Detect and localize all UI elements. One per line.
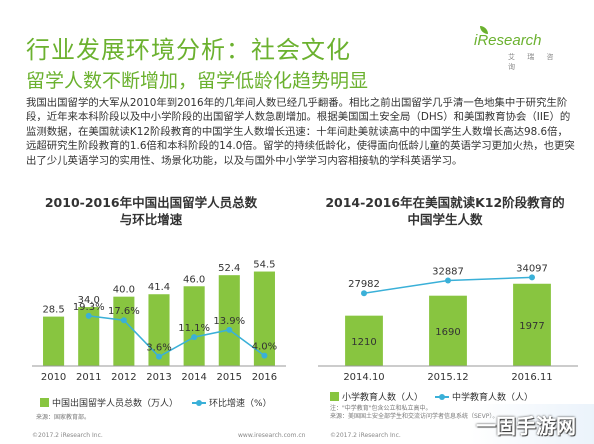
chart1-line-label: 19.3%: [73, 302, 105, 313]
chart2-x-tick: 2015.12: [427, 372, 468, 383]
chart1-x-tick: 2011: [76, 372, 101, 383]
chart1-bar-label: 46.0: [183, 274, 205, 285]
chart1-line-point: [120, 317, 127, 324]
chart1-line-point: [261, 352, 268, 359]
chart2-line-label: 34097: [516, 263, 548, 274]
legend-line-swatch: [192, 399, 207, 406]
chart2-bar: [429, 295, 467, 366]
chart1-title: 2010-2016年中国出国留学人员总数 与环比增速: [20, 194, 282, 228]
chart1-line-point: [226, 326, 233, 333]
chart1-bar-label: 40.0: [113, 285, 135, 296]
chart1-line-point: [156, 353, 162, 360]
intro-paragraph: 我国出国留学的大军从2010年到2016年的几年间人数已经几乎翻番。相比之前出国…: [26, 97, 575, 167]
chart2-line-point: [445, 277, 451, 284]
chart2-title-line1: 2014-2016年在美国就读K12阶段教育的: [325, 195, 565, 210]
chart1-line-point: [191, 334, 198, 341]
page-subtitle: 留学人数不断增加，留学低龄化趋势明显: [26, 70, 369, 92]
page-title: 行业发展环境分析：社会文化: [26, 36, 351, 64]
chart2-legend-line: 中学教育人数（人）: [452, 393, 534, 403]
logo-brand-sub: 艾 瑞 咨 询: [508, 53, 559, 71]
chart1-source: 来源：国家教育部。: [36, 414, 91, 421]
chart2-x-tick: 2016.11: [511, 372, 552, 383]
iresearch-logo: iResearch 艾 瑞 咨 询: [468, 22, 576, 71]
logo-brand: iResearch: [474, 32, 542, 49]
chart2-legend: 小学教育人数（人） 中学教育人数（人）: [330, 390, 533, 403]
chart2-bar: [513, 283, 551, 366]
chart1-line-label: 13.9%: [213, 316, 245, 327]
legend-bar-swatch: [330, 392, 339, 401]
chart2-line-point: [529, 274, 535, 281]
chart1-bar-label: 52.4: [218, 263, 240, 274]
chart1-bar: [253, 271, 275, 366]
chart1-line-label: 11.1%: [178, 323, 210, 334]
chart1-line-label: 4.0%: [252, 342, 277, 353]
chart1-x-tick: 2014: [181, 372, 206, 383]
chart2-title-line2: 中国学生人数: [407, 212, 483, 227]
chart1-x-tick: 2012: [111, 372, 136, 383]
chart2-line-label: 32887: [432, 266, 464, 277]
chart2-legend-bar: 小学教育人数（人）: [342, 393, 424, 403]
chart2-source-note: 注："中学教育"包含公立和私立高中。: [330, 405, 432, 412]
watermark: 一固手游网: [476, 414, 576, 438]
chart1-bar: [148, 294, 170, 366]
chart1-bar-label: 41.4: [148, 282, 170, 293]
chart1-bar-label: 54.5: [253, 260, 275, 271]
chart2-x-tick: 2014.10: [343, 372, 384, 383]
chart1-x-tick: 2016: [252, 372, 277, 383]
legend-bar-swatch: [40, 398, 49, 407]
chart2-bar-label: 1690: [435, 327, 460, 338]
chart1-bar: [78, 307, 100, 366]
chart1-line-point: [85, 312, 92, 319]
chart2-title: 2014-2016年在美国就读K12阶段教育的 中国学生人数: [300, 194, 590, 228]
chart1-line-label: 17.6%: [108, 306, 140, 317]
chart1-x-tick: 2015: [217, 372, 242, 383]
chart2-bar-label: 1210: [351, 337, 376, 348]
chart1-x-tick: 2010: [41, 372, 66, 383]
chart1-bar-label: 28.5: [42, 305, 64, 316]
chart1-line-label: 3.6%: [146, 343, 171, 354]
chart2-bar: [345, 315, 383, 366]
chart2-bar-label: 1977: [519, 321, 544, 332]
chart2-line-label: 27982: [348, 279, 380, 290]
chart1-legend: 中国出国留学人员总数（万人） 环比增速（%）: [40, 396, 272, 409]
leaf-icon: [480, 26, 488, 34]
chart1-legend-bar: 中国出国留学人员总数（万人）: [52, 399, 179, 409]
chart1-title-line2: 与环比增速: [119, 212, 183, 227]
chart1-series-line: [88, 315, 265, 358]
site-url: www.iresearch.com.cn: [238, 432, 306, 439]
chart1-title-line1: 2010-2016年中国出国留学人员总数: [44, 195, 258, 210]
chart1-bar: [113, 296, 135, 366]
chart1-bar: [218, 275, 240, 366]
chart1-bar-label: 34.0: [78, 295, 100, 306]
chart1-bar: [43, 316, 65, 366]
copyright-right: ©2017.2 iResearch Inc.: [330, 432, 401, 439]
chart1-x-tick: 2013: [146, 372, 171, 383]
legend-line-swatch: [435, 393, 450, 400]
copyright-left: ©2017.2 iResearch Inc.: [32, 432, 103, 439]
chart2-source: 来源：美国国土安全部学生和交流访问学者信息系统（SEVP）。: [330, 413, 499, 420]
chart2-line-point: [361, 290, 367, 297]
watermark-backdrop: [470, 404, 594, 444]
chart1-legend-line: 环比增速（%）: [209, 399, 272, 409]
chart1-bar: [183, 286, 205, 366]
